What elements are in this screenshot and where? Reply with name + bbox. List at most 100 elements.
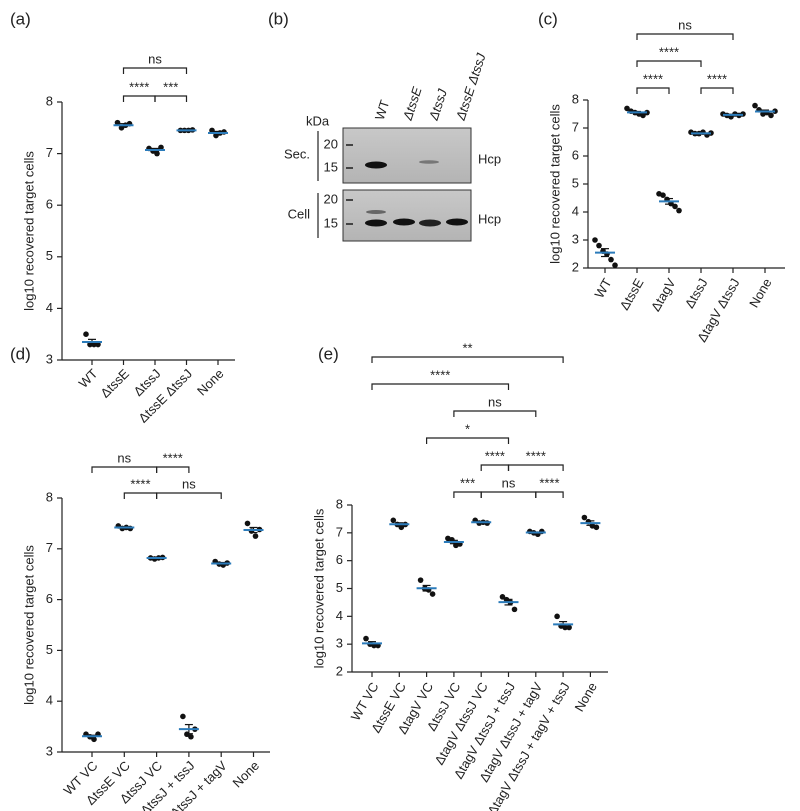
significance-label: **** bbox=[163, 450, 183, 465]
significance-label: ns bbox=[182, 476, 196, 491]
y-tick-label: 4 bbox=[46, 300, 53, 315]
panel-label: (e) bbox=[318, 344, 339, 363]
data-point bbox=[511, 606, 518, 613]
x-tick-label: ΔtssE bbox=[617, 275, 647, 312]
data-point bbox=[554, 613, 560, 620]
blot-image bbox=[342, 189, 472, 242]
dot-chart: (a) 3 4 5 6 7 8 log10 recovered target cells WTΔ… bbox=[10, 9, 235, 426]
row-label: Sec. bbox=[284, 146, 310, 161]
x-tick-label: ΔtagV bbox=[648, 275, 679, 313]
significance-bracket bbox=[426, 437, 510, 444]
significance-bracket bbox=[453, 410, 537, 417]
band bbox=[446, 218, 468, 226]
data-point bbox=[154, 150, 160, 157]
data-point bbox=[83, 331, 89, 338]
data-point bbox=[640, 112, 646, 119]
y-tick-label: 6 bbox=[336, 552, 343, 567]
x-tick-label: None bbox=[194, 366, 227, 399]
significance-label: **** bbox=[643, 71, 663, 86]
significance-bracket bbox=[154, 95, 188, 102]
y-tick-label: 6 bbox=[572, 147, 579, 162]
significance-label: *** bbox=[460, 475, 475, 490]
x-tick-label: ΔtssE bbox=[97, 366, 132, 401]
significance-label: **** bbox=[130, 476, 150, 491]
data-point bbox=[660, 192, 666, 198]
significance-label: **** bbox=[430, 367, 450, 382]
data-point bbox=[390, 517, 397, 524]
y-tick-label: 5 bbox=[46, 642, 53, 657]
lane-label: ΔtssE bbox=[400, 85, 425, 123]
x-tick-label: None bbox=[746, 276, 775, 310]
panel-label: (b) bbox=[268, 9, 289, 28]
significance-bracket bbox=[122, 67, 188, 74]
band bbox=[365, 161, 387, 169]
y-tick-label: 3 bbox=[336, 636, 343, 651]
significance-bracket bbox=[453, 491, 482, 498]
unit-label: kDa bbox=[306, 113, 330, 128]
data-point bbox=[188, 733, 194, 740]
data-point bbox=[676, 207, 682, 214]
data-point bbox=[499, 594, 506, 600]
y-tick-label: 8 bbox=[46, 489, 53, 504]
x-tick-label: None bbox=[571, 680, 600, 714]
significance-bracket bbox=[122, 95, 156, 102]
band bbox=[366, 210, 386, 214]
data-point bbox=[672, 203, 678, 210]
blot-panel: (b) kDa bbox=[268, 9, 472, 242]
data-point bbox=[752, 102, 758, 109]
y-axis-title: log10 recovered target cells bbox=[311, 508, 326, 668]
x-tick-label: WT bbox=[591, 276, 614, 301]
data-point bbox=[180, 713, 186, 720]
significance-bracket bbox=[636, 87, 670, 94]
protein-label: Hcp bbox=[478, 211, 501, 226]
panel-label: (d) bbox=[10, 344, 31, 363]
y-tick-label: 8 bbox=[572, 91, 579, 106]
band bbox=[365, 219, 387, 227]
y-tick-label: 5 bbox=[572, 175, 579, 190]
significance-label: * bbox=[465, 421, 470, 436]
y-tick-label: 7 bbox=[46, 540, 53, 555]
marker-label: 20 bbox=[324, 191, 338, 206]
marker-label: 20 bbox=[324, 136, 338, 151]
significance-label: ** bbox=[462, 340, 472, 355]
x-tick-label: None bbox=[229, 758, 262, 791]
lane-label: WT bbox=[372, 98, 393, 122]
significance-label: *** bbox=[163, 79, 178, 94]
y-tick-label: 5 bbox=[336, 580, 343, 595]
y-tick-label: 2 bbox=[572, 259, 579, 274]
data-point bbox=[593, 524, 600, 531]
significance-bracket bbox=[156, 466, 190, 473]
significance-bracket bbox=[480, 464, 510, 471]
significance-bracket bbox=[371, 383, 510, 390]
significance-label: ns bbox=[502, 475, 516, 490]
significance-bracket bbox=[507, 464, 564, 471]
significance-label: **** bbox=[707, 71, 727, 86]
y-tick-label: 4 bbox=[46, 693, 53, 708]
significance-label: **** bbox=[485, 448, 505, 463]
y-axis-title: log10 recovered target cells bbox=[547, 104, 562, 264]
data-point bbox=[581, 514, 588, 521]
significance-label: **** bbox=[659, 44, 679, 59]
significance-bracket bbox=[156, 492, 222, 499]
data-point bbox=[596, 242, 602, 249]
y-tick-label: 3 bbox=[46, 351, 53, 366]
data-point bbox=[95, 341, 101, 348]
band bbox=[419, 219, 441, 227]
marker-label: 15 bbox=[324, 215, 338, 230]
data-point bbox=[429, 591, 436, 597]
y-tick-label: 6 bbox=[46, 197, 53, 212]
blot-image bbox=[342, 127, 472, 184]
significance-label: ns bbox=[148, 51, 162, 66]
x-tick-label: WT bbox=[76, 366, 101, 391]
protein-label: Hcp bbox=[478, 151, 501, 166]
y-tick-label: 7 bbox=[572, 119, 579, 134]
significance-label: ns bbox=[678, 17, 692, 32]
lane-label: ΔtssE ΔtssJ bbox=[453, 51, 489, 123]
data-point bbox=[566, 624, 572, 631]
significance-bracket bbox=[480, 491, 537, 498]
lane-label: ΔtssJ bbox=[426, 87, 451, 123]
data-point bbox=[158, 144, 164, 151]
y-tick-label: 4 bbox=[572, 203, 579, 218]
